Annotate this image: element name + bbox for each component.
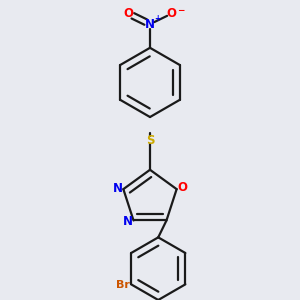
Text: N: N — [112, 182, 122, 195]
Text: O: O — [124, 7, 134, 20]
Text: +: + — [154, 14, 161, 23]
Text: −: − — [177, 6, 184, 15]
Text: N: N — [123, 214, 133, 228]
Text: N: N — [145, 18, 155, 31]
Text: O: O — [178, 181, 188, 194]
Text: O: O — [167, 7, 176, 20]
Text: Br: Br — [116, 280, 130, 290]
Text: S: S — [146, 134, 154, 147]
